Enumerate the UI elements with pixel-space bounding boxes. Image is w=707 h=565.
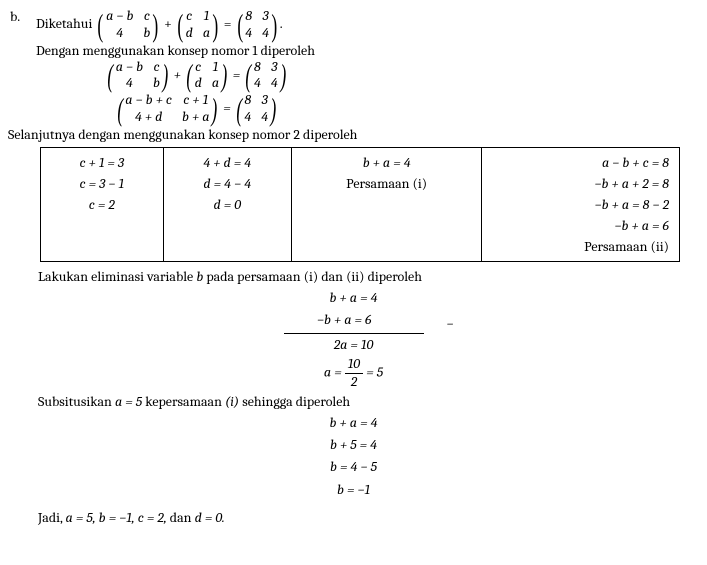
line5-a: Subsitusikan <box>38 393 112 410</box>
e2-m1-21: 4 + d <box>125 109 172 126</box>
m1-12: c <box>143 8 150 25</box>
eq-block-1: ( a − b c 4 b ) + ( c 1 d <box>36 59 357 126</box>
c4-r5: Persamaan (ii) <box>492 236 669 257</box>
e2-m3-12: 3 <box>261 92 268 109</box>
e2-m1-22: b + a <box>182 109 209 126</box>
elim-r4-num: 10 <box>345 356 363 374</box>
matrix-3: ( 8 3 4 4 ) <box>235 8 280 42</box>
m1-22: b <box>143 25 150 42</box>
e1-m2-12: 1 <box>212 59 219 76</box>
c4-r4: −b + a = 6 <box>492 215 669 236</box>
cell-c2: 4 + d = 4 d = 4 − 4 d = 0 <box>163 147 291 261</box>
line-3: Selanjutnya dengan menggunakan konsep no… <box>8 126 357 143</box>
m2-22: a <box>203 25 210 42</box>
c1-r2: c = 3 − 1 <box>51 173 153 194</box>
matrix-2: ( c 1 d a ) <box>175 8 221 42</box>
elim-r2: −b + a = 6 <box>317 311 372 328</box>
eq-2: = <box>233 66 240 83</box>
solution-table: c + 1 = 3 c = 3 − 1 c = 2 4 + d = 4 d = … <box>40 147 680 262</box>
subs-r3: b = 4 − 5 <box>10 456 697 478</box>
c2-r1: 4 + d = 4 <box>174 152 281 173</box>
eq-1: = <box>224 15 232 32</box>
final-d: d = 0. <box>195 509 225 526</box>
elim-block: b + a = 4 −b + a = 6 2a = 10 a = 10 2 = … <box>10 287 697 391</box>
e2-m1-12: c + 1 <box>182 92 209 109</box>
cell-c1: c + 1 = 3 c = 3 − 1 c = 2 <box>41 147 164 261</box>
c3-r1: b + a = 4 <box>302 152 471 173</box>
elim-r1: b + a = 4 <box>10 287 697 309</box>
e1-m2-22: a <box>212 75 219 92</box>
line4-a: Lakukan eliminasi variable <box>38 268 193 285</box>
m3-11: 8 <box>245 8 252 25</box>
line4-b: b <box>196 268 203 285</box>
final-line: Jadi, a = 5, b = −1, c = 2, dan d = 0. <box>38 507 697 528</box>
subs-r4: b = −1 <box>10 479 697 501</box>
e1-m1-12: c <box>153 59 160 76</box>
c2-r3: d = 0 <box>174 194 281 215</box>
m2-21: d <box>186 25 193 42</box>
m3-22: 4 <box>262 25 269 42</box>
final-b: a = 5, b = −1, c = 2, <box>66 509 167 526</box>
elim-r3: 2a = 10 <box>10 334 697 356</box>
final-c: dan <box>170 509 192 526</box>
line-5: Subsitusikan a = 5 kepersamaan (i) sehin… <box>38 391 697 412</box>
matrix-1: ( a − b c 4 b ) <box>95 8 161 42</box>
eq-3: = <box>223 99 230 116</box>
m2-11: c <box>186 8 193 25</box>
period-1: . <box>280 15 283 32</box>
line4-c: pada persamaan (i) dan (ii) diperoleh <box>206 268 422 285</box>
e1-m3-11: 8 <box>254 59 261 76</box>
e2-m1-11: a − b + c <box>125 92 172 109</box>
e1-m1-21: 4 <box>116 75 143 92</box>
e2-m3-11: 8 <box>244 92 251 109</box>
plus-2: + <box>174 66 181 83</box>
elim-r4-lhs: a = <box>324 364 342 381</box>
item-label: b. <box>10 8 28 25</box>
final-a: Jadi, <box>38 509 62 526</box>
line-4: Lakukan eliminasi variable b pada persam… <box>38 266 697 287</box>
subs-r1: b + a = 4 <box>10 412 697 434</box>
c1-r3: c = 2 <box>51 194 153 215</box>
m3-21: 4 <box>245 25 252 42</box>
cell-c4: a − b + c = 8 −b + a + 2 = 8 −b + a = 8 … <box>482 147 680 261</box>
elim-r4-den: 2 <box>345 374 363 391</box>
line5-d: (i) <box>225 393 239 410</box>
c2-r2: d = 4 − 4 <box>174 173 281 194</box>
e1-m3-21: 4 <box>254 75 261 92</box>
line5-e: sehingga diperoleh <box>242 393 350 410</box>
subs-block: b + a = 4 b + 5 = 4 b = 4 − 5 b = −1 <box>10 412 697 502</box>
c1-r1: c + 1 = 3 <box>51 152 153 173</box>
e1-m1-22: b <box>153 75 160 92</box>
m3-12: 3 <box>262 8 269 25</box>
line-2: Dengan menggunakan konsep nomor 1 dipero… <box>36 42 357 59</box>
line5-c: kepersamaan <box>145 393 222 410</box>
c3-r2: Persamaan (i) <box>302 173 471 194</box>
elim-r4-rhs: = 5 <box>366 364 383 381</box>
c4-r1: a − b + c = 8 <box>492 152 669 173</box>
e2-m3-22: 4 <box>261 109 268 126</box>
subs-r2: b + 5 = 4 <box>10 434 697 456</box>
m1-21: 4 <box>106 25 133 42</box>
m1-11: a − b <box>106 8 133 25</box>
e1-m1-11: a − b <box>116 59 143 76</box>
intro-text: Diketahui <box>36 15 92 32</box>
e1-m2-21: d <box>195 75 202 92</box>
e1-m3-22: 4 <box>271 75 278 92</box>
item-body: Diketahui ( a − b c 4 b ) + ( c 1 d a ) … <box>36 8 357 143</box>
c4-r2: −b + a + 2 = 8 <box>492 173 669 194</box>
e2-m3-21: 4 <box>244 109 251 126</box>
m2-12: 1 <box>203 8 210 25</box>
c4-r3: −b + a = 8 − 2 <box>492 194 669 215</box>
e1-m3-12: 3 <box>271 59 278 76</box>
cell-c3: b + a = 4 Persamaan (i) <box>291 147 481 261</box>
e1-m2-11: c <box>195 59 202 76</box>
plus-1: + <box>164 15 172 32</box>
line5-b: a = 5 <box>115 393 142 410</box>
